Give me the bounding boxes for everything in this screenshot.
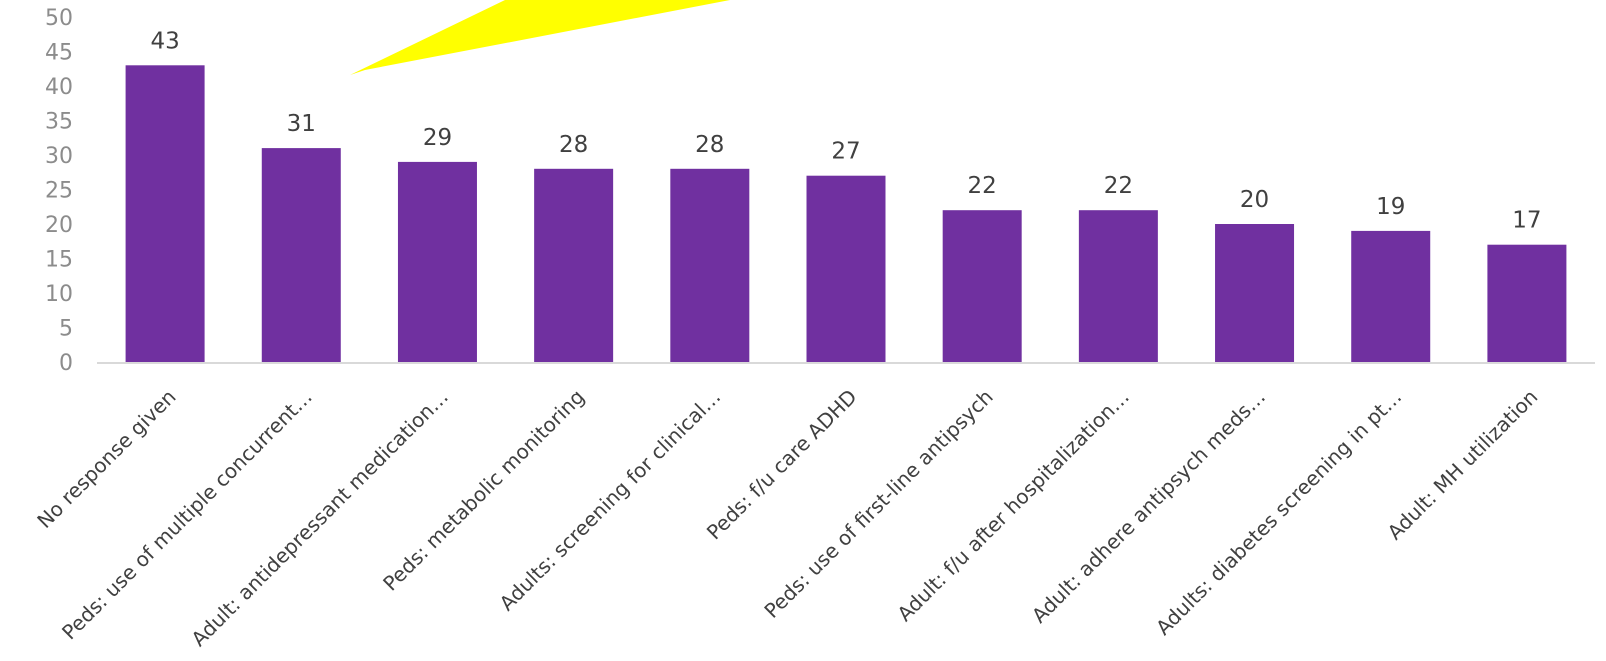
bar — [397, 161, 477, 362]
y-tick-label: 5 — [59, 317, 73, 342]
bar — [1487, 244, 1567, 362]
data-label: 28 — [559, 132, 588, 158]
bar — [1078, 210, 1158, 362]
category-label: Peds: use of multiple concurrent… — [57, 385, 317, 645]
category-label: Peds: f/u care ADHD — [702, 385, 862, 545]
y-tick-label: 45 — [45, 41, 73, 66]
highlight-arrow — [350, 0, 730, 75]
bar — [670, 168, 750, 362]
data-label: 43 — [150, 28, 179, 54]
data-label: 22 — [968, 173, 997, 199]
category-label: Adult: adhere antipsych meds… — [1027, 385, 1270, 628]
category-label: Adult: f/u after hospitalization… — [892, 385, 1134, 627]
data-label: 27 — [831, 139, 860, 165]
data-label: 19 — [1376, 194, 1405, 220]
category-label: Adults: screening for clinical… — [495, 385, 726, 616]
data-label: 22 — [1104, 173, 1133, 199]
y-tick-label: 0 — [59, 351, 73, 376]
category-label: Adults: diabetes screening in pt… — [1151, 385, 1406, 640]
y-tick-label: 50 — [45, 6, 73, 31]
category-label: No response given — [32, 385, 180, 533]
category-label: Adult: MH utilization — [1383, 385, 1543, 545]
data-label: 17 — [1512, 208, 1541, 234]
y-tick-label: 40 — [45, 75, 73, 100]
bar — [1351, 230, 1431, 362]
data-label: 20 — [1240, 187, 1269, 213]
y-tick-label: 15 — [45, 248, 73, 273]
bar — [806, 175, 886, 362]
bar — [534, 168, 614, 362]
y-tick-label: 35 — [45, 110, 73, 135]
data-label: 29 — [423, 125, 452, 151]
y-tick-label: 20 — [45, 213, 73, 238]
data-label: 31 — [287, 111, 316, 137]
data-label: 28 — [695, 132, 724, 158]
y-tick-label: 25 — [45, 179, 73, 204]
bar — [942, 210, 1022, 362]
bar — [261, 148, 341, 362]
bar — [125, 65, 205, 363]
category-label: Peds: use of first-line antipsych — [759, 385, 997, 623]
bar — [1215, 224, 1295, 362]
y-tick-label: 10 — [45, 282, 73, 307]
category-label: Adult: antidepressant medication… — [186, 385, 453, 652]
y-tick-label: 30 — [45, 144, 73, 169]
